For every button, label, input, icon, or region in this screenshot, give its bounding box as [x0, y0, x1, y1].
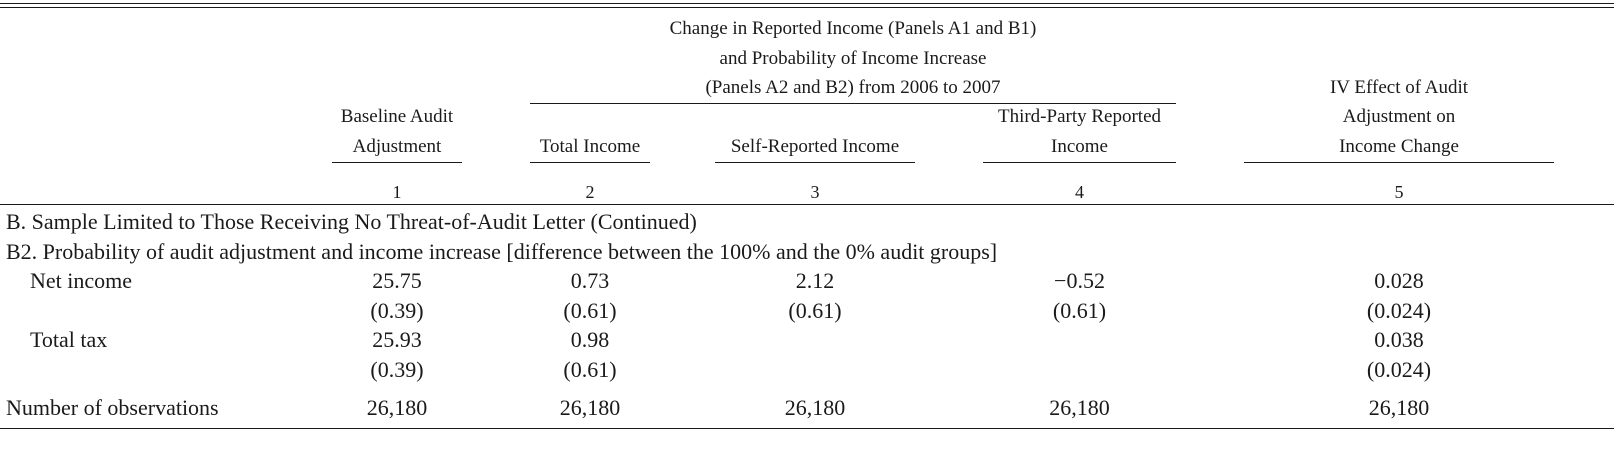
observations-col2: 26,180 [559, 395, 621, 420]
col5-header-line-2: Adjustment on [1342, 106, 1456, 127]
col2-header: Total Income [530, 132, 650, 163]
col3-number: 3 [810, 182, 820, 202]
total-tax-col1-estimate: 25.93 [372, 327, 422, 352]
col2-number: 2 [585, 182, 595, 202]
group-header-line-1: Change in Reported Income (Panels A1 and… [669, 18, 1037, 39]
observations-col3: 26,180 [784, 395, 846, 420]
total-tax-col2-estimate: 0.98 [570, 327, 610, 352]
bottom-rule [0, 428, 1614, 430]
observations-col5: 26,180 [1368, 395, 1430, 420]
col4-header-line-1: Third-Party Reported [997, 106, 1162, 127]
panel-b2-title: B2. Probability of audit adjustment and … [6, 239, 998, 264]
observations-col1: 26,180 [366, 395, 428, 420]
net-income-col5-estimate: 0.028 [1374, 268, 1424, 293]
col3-header: Self-Reported Income [715, 132, 915, 163]
header-bottom-rule [0, 204, 1614, 206]
top-rule [0, 3, 1614, 5]
col4-number: 4 [1075, 182, 1084, 202]
net-income-col1-estimate: 25.75 [372, 268, 422, 293]
col1-header-line-2: Adjustment [332, 132, 462, 163]
total-tax-col5-estimate: 0.038 [1374, 327, 1424, 352]
net-income-col5-se: (0.024) [1366, 298, 1432, 323]
net-income-col3-se: (0.61) [788, 298, 842, 323]
col5-header-line-1: IV Effect of Audit [1329, 77, 1469, 98]
net-income-col3-estimate: 2.12 [795, 268, 835, 293]
net-income-col4-se: (0.61) [1052, 298, 1107, 323]
observations-col4: 26,180 [1049, 395, 1110, 420]
total-tax-col1-se: (0.39) [370, 357, 424, 382]
row-label-total-tax: Total tax [30, 327, 108, 352]
col1-number: 1 [392, 182, 402, 202]
net-income-col1-se: (0.39) [370, 298, 424, 323]
row-label-observations: Number of observations [6, 395, 219, 420]
group-header-line-2: and Probability of Income Increase [719, 48, 987, 69]
total-tax-col5-se: (0.024) [1366, 357, 1432, 382]
col5-header-line-3: Income Change [1244, 132, 1554, 163]
panel-b-title: B. Sample Limited to Those Receiving No … [6, 209, 697, 234]
group-header-line-3: (Panels A2 and B2) from 2006 to 2007 [530, 73, 1176, 104]
net-income-col2-estimate: 0.73 [570, 268, 610, 293]
col1-header-line-1: Baseline Audit [340, 106, 454, 127]
net-income-col4-estimate: −0.52 [1054, 268, 1105, 293]
row-label-net-income: Net income [30, 268, 133, 293]
col5-number: 5 [1394, 182, 1404, 202]
top-rule-second [0, 7, 1614, 9]
total-tax-col2-se: (0.61) [563, 357, 617, 382]
col4-header-line-2: Income [983, 132, 1176, 163]
net-income-col2-se: (0.61) [563, 298, 617, 323]
